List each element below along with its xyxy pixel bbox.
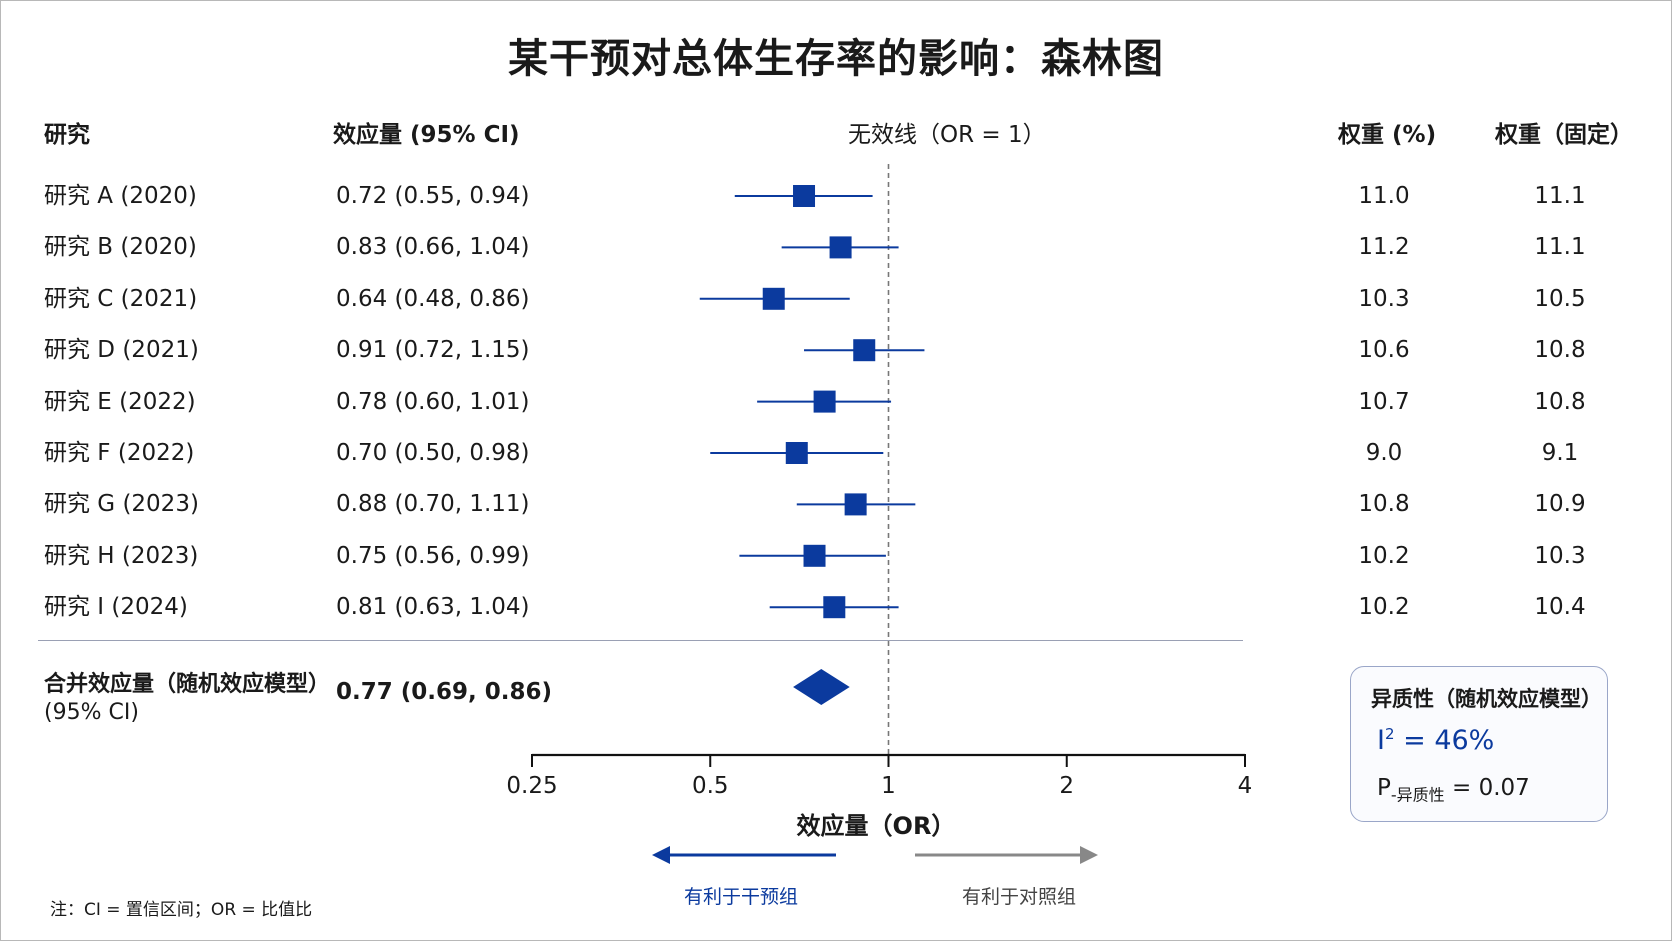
study-weight-fixed: 11.1	[1534, 183, 1586, 209]
study-weight-fixed: 10.8	[1534, 388, 1586, 415]
study-weight-random: 10.3	[1358, 285, 1410, 312]
i2-value: = 46%	[1403, 725, 1495, 756]
x-axis-label: 效应量（OR）	[797, 812, 956, 840]
study-weight-fixed: 10.9	[1534, 491, 1586, 518]
study-weight-fixed: 10.5	[1534, 285, 1586, 312]
p-value: = 0.07	[1451, 775, 1530, 801]
study-effect: 0.88 (0.70, 1.11)	[336, 491, 530, 518]
pooled-diamond	[793, 669, 850, 705]
study-weight-random: 10.8	[1358, 491, 1410, 518]
footnote: 注：CI = 置信区间；OR = 比值比	[50, 900, 313, 920]
heterogeneity-title: 异质性（随机效应模型）	[1371, 687, 1602, 711]
point-estimate	[785, 442, 808, 464]
study-effect: 0.70 (0.50, 0.98)	[336, 440, 530, 466]
point-estimate	[803, 544, 826, 567]
study-weight-fixed: 10.4	[1534, 594, 1586, 621]
p-sub: -异质性	[1390, 785, 1445, 805]
x-tick-label: 0.5	[692, 773, 729, 799]
study-name: 研究 H (2023)	[44, 542, 199, 569]
header-effect: 效应量 (95% CI)	[333, 122, 520, 148]
point-estimate	[823, 596, 846, 619]
favor-control-label: 有利于对照组	[961, 886, 1076, 908]
study-weight-fixed: 10.3	[1534, 542, 1586, 569]
pooled-ci-label: (95% CI)	[44, 700, 139, 725]
study-weight-fixed: 10.8	[1534, 337, 1586, 364]
pooled-divider	[38, 640, 1243, 641]
study-effect: 0.81 (0.63, 1.04)	[336, 594, 530, 621]
x-tick-label: 2	[1059, 773, 1074, 799]
favor-control-arrowhead	[1080, 846, 1098, 864]
study-name: 研究 F (2022)	[44, 440, 195, 466]
study-weight-random: 10.2	[1358, 542, 1410, 569]
study-effect: 0.83 (0.66, 1.04)	[336, 234, 530, 261]
header-study: 研究	[44, 122, 90, 148]
p-label: P	[1377, 775, 1391, 801]
heterogeneity-box: 异质性（随机效应模型） I2 = 46% P-异质性 = 0.07	[1350, 666, 1608, 822]
study-name: 研究 E (2022)	[44, 388, 196, 415]
point-estimate	[762, 287, 785, 310]
study-weight-fixed: 11.1	[1534, 234, 1586, 261]
study-effect: 0.75 (0.56, 0.99)	[336, 542, 530, 569]
point-estimate	[844, 493, 867, 516]
study-name: 研究 I (2024)	[44, 594, 188, 621]
chart-title: 某干预对总体生存率的影响：森林图	[508, 36, 1164, 82]
favor-intervention-arrowhead	[652, 846, 670, 864]
point-estimate	[853, 339, 876, 362]
study-weight-random: 9.0	[1365, 440, 1403, 466]
point-estimate	[829, 236, 852, 259]
study-weight-fixed: 9.1	[1541, 440, 1579, 466]
study-name: 研究 D (2021)	[44, 337, 199, 364]
pooled-label: 合并效应量（随机效应模型）	[44, 672, 331, 697]
header-weight-random: 权重 (%)	[1338, 122, 1437, 148]
pooled-value: 0.77 (0.69, 0.86)	[336, 679, 553, 705]
header-null-line: 无效线（OR = 1）	[848, 122, 1046, 148]
point-estimate	[813, 390, 836, 413]
study-name: 研究 G (2023)	[44, 491, 199, 518]
study-effect: 0.72 (0.55, 0.94)	[336, 183, 530, 209]
i2-sup: 2	[1384, 725, 1395, 743]
heterogeneity-p: P-异质性 = 0.07	[1377, 775, 1530, 806]
study-weight-random: 10.2	[1358, 594, 1410, 621]
study-effect: 0.64 (0.48, 0.86)	[336, 285, 530, 312]
study-name: 研究 A (2020)	[44, 183, 197, 209]
study-effect: 0.78 (0.60, 1.01)	[336, 388, 530, 415]
study-weight-random: 10.6	[1358, 337, 1410, 364]
study-weight-random: 11.0	[1358, 183, 1410, 209]
favor-intervention-label: 有利于干预组	[683, 886, 798, 908]
i2-label: I	[1377, 725, 1385, 756]
study-weight-random: 11.2	[1358, 234, 1410, 261]
heterogeneity-i2: I2 = 46%	[1377, 725, 1494, 756]
point-estimate	[793, 185, 816, 207]
study-name: 研究 B (2020)	[44, 234, 197, 261]
study-weight-random: 10.7	[1358, 388, 1410, 415]
x-tick-label: 1	[881, 773, 896, 799]
x-tick-label: 4	[1238, 773, 1253, 799]
study-effect: 0.91 (0.72, 1.15)	[336, 337, 530, 364]
study-name: 研究 C (2021)	[44, 285, 198, 312]
x-tick-label: 0.25	[506, 773, 557, 799]
header-weight-fixed: 权重（固定）	[1495, 122, 1633, 148]
